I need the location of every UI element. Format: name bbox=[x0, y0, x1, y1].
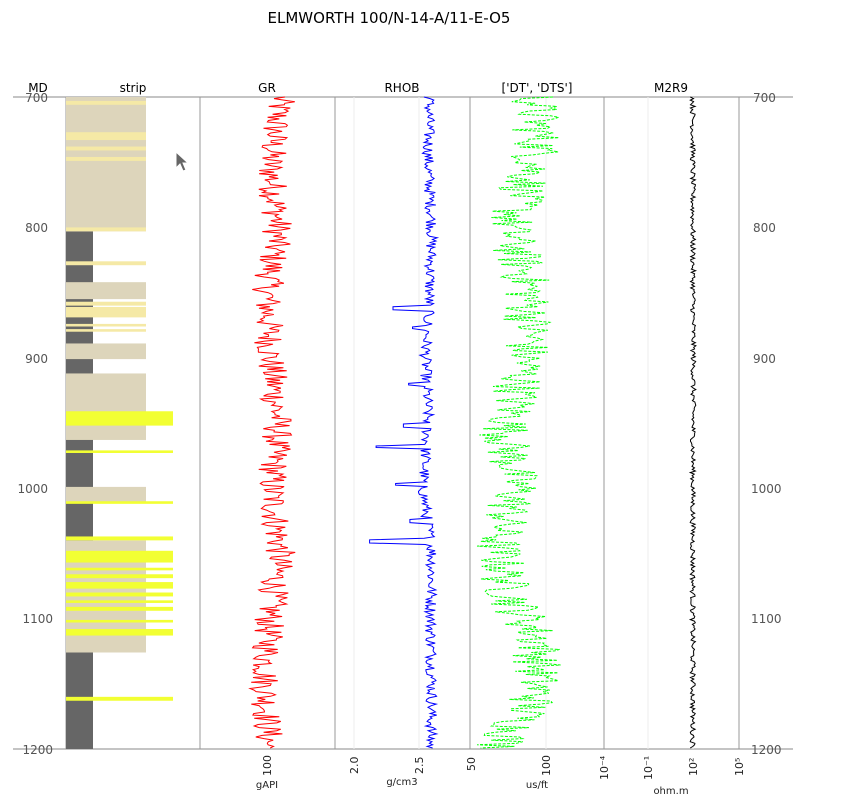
strip-interval-yellow bbox=[66, 501, 173, 504]
vertical-gridlines bbox=[353, 97, 694, 749]
strip-interval-yellow bbox=[66, 696, 173, 701]
dt-curve bbox=[476, 96, 561, 749]
strip-interval-yellow bbox=[66, 600, 173, 603]
strip-interval-yellow bbox=[66, 592, 173, 597]
strip-interval-yellow bbox=[66, 567, 173, 571]
track-header-dt: ['DT', 'DTS'] bbox=[502, 81, 573, 95]
strip-interval-sand bbox=[66, 343, 146, 360]
strip-interval-yellow bbox=[66, 536, 173, 541]
depth-tick-label: 1200 bbox=[751, 743, 782, 757]
depth-tick-label: 1200 bbox=[22, 743, 53, 757]
chart-title: ELMWORTH 100/N-14-A/11-E-O5 bbox=[268, 9, 511, 27]
strip-interval-yellow bbox=[66, 629, 173, 636]
rhob-tick-label: 2.0 bbox=[348, 757, 361, 775]
strip-interval-light bbox=[66, 227, 146, 232]
strip-interval-light bbox=[66, 100, 146, 105]
lithology-strip bbox=[66, 97, 173, 749]
res-curve bbox=[688, 96, 698, 749]
strip-interval-sand bbox=[66, 97, 146, 232]
strip-interval-sand bbox=[66, 373, 146, 440]
depth-axis-right: 700 800 900 1000 1100 1200 bbox=[751, 91, 782, 757]
track-header-gr: GR bbox=[258, 81, 276, 95]
mouse-cursor-icon bbox=[175, 150, 190, 172]
rhob-curve bbox=[369, 96, 440, 749]
dt-tick-label: 50 bbox=[465, 757, 478, 771]
depth-tick-label: 900 bbox=[753, 352, 776, 366]
res-tick-label: 10⁻¹ bbox=[642, 756, 655, 780]
depth-tick-label: 900 bbox=[25, 352, 48, 366]
strip-interval-yellow bbox=[66, 582, 173, 589]
strip-interval-yellow bbox=[66, 411, 173, 426]
strip-interval-light bbox=[66, 329, 146, 332]
track-header-res: M2R9 bbox=[654, 81, 688, 95]
track-header-strip: strip bbox=[120, 81, 147, 95]
depth-tick-label: 700 bbox=[25, 91, 48, 105]
gr-unit-label: gAPI bbox=[256, 780, 278, 791]
res-unit-label: ohm.m bbox=[653, 786, 688, 797]
strip-interval-light bbox=[66, 301, 146, 306]
res-tick-label: 10² bbox=[687, 758, 700, 776]
gr-tick-label: 100 bbox=[261, 755, 274, 776]
depth-axis-left: 700 800 900 1000 1100 1200 bbox=[17, 91, 53, 757]
strip-interval-yellow bbox=[66, 450, 173, 453]
strip-interval-sand bbox=[66, 486, 146, 503]
rhob-unit-label: g/cm3 bbox=[386, 777, 417, 788]
bottom-axis-labels: 100 gAPI 2.0 2.5 50 g/cm3 100 10⁻⁴ us/ft… bbox=[256, 755, 746, 797]
depth-tick-label: 800 bbox=[753, 221, 776, 235]
strip-interval-yellow bbox=[66, 619, 173, 623]
depth-tick-label: 1100 bbox=[751, 612, 782, 626]
depth-tick-label: 1000 bbox=[17, 482, 48, 496]
depth-tick-label: 1100 bbox=[22, 612, 53, 626]
log-curves bbox=[248, 96, 698, 749]
track-header-md: MD bbox=[28, 81, 48, 95]
strip-interval-light bbox=[66, 132, 146, 141]
depth-tick-label: 800 bbox=[25, 221, 48, 235]
track-header-rhob: RHOB bbox=[384, 81, 419, 95]
depth-tick-label: 700 bbox=[753, 91, 776, 105]
strip-interval-yellow bbox=[66, 606, 173, 611]
strip-interval-light bbox=[66, 146, 146, 151]
dt-tick-label: 100 bbox=[540, 755, 553, 776]
res-tick-label: 10⁻⁴ bbox=[598, 755, 611, 780]
strip-interval-light bbox=[66, 323, 146, 327]
gr-curve bbox=[248, 96, 296, 749]
strip-interval-sand bbox=[66, 282, 146, 300]
strip-interval-yellow bbox=[66, 574, 173, 579]
strip-interval-light bbox=[66, 306, 146, 318]
depth-tick-label: 1000 bbox=[751, 482, 782, 496]
rhob-tick-label: 2.5 bbox=[413, 757, 426, 775]
res-tick-label: 10⁵ bbox=[733, 758, 746, 776]
dt-unit-label: us/ft bbox=[526, 780, 548, 791]
strip-interval-light bbox=[66, 156, 146, 161]
strip-interval-yellow bbox=[66, 550, 173, 563]
strip-interval-light bbox=[66, 261, 146, 266]
